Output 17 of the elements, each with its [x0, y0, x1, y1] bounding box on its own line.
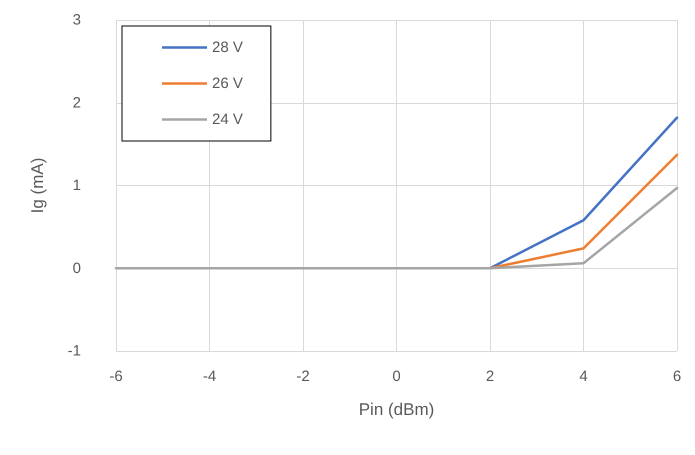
y-tick-label: 3	[72, 12, 81, 28]
y-tick-label: 1	[72, 177, 81, 194]
y-tick-label: 2	[72, 94, 81, 112]
legend-label: 28 V	[212, 39, 243, 56]
x-tick-label: -6	[109, 368, 123, 385]
x-tick-label: -4	[202, 368, 216, 385]
x-tick-label: 2	[486, 368, 494, 385]
x-tick-label: 6	[672, 368, 682, 385]
legend-label: 26 V	[212, 75, 243, 92]
x-tick-label: 0	[392, 368, 401, 385]
x-tick-label: -2	[296, 368, 310, 385]
legend-label: 24 V	[212, 111, 243, 128]
x-tick-label: 4	[579, 368, 588, 385]
x-axis-title: Pin (dBm)	[358, 400, 434, 419]
y-tick-label: -1	[68, 342, 81, 360]
y-tick-label: 0	[72, 260, 81, 277]
y-axis-title: Ig (mA)	[28, 158, 47, 214]
